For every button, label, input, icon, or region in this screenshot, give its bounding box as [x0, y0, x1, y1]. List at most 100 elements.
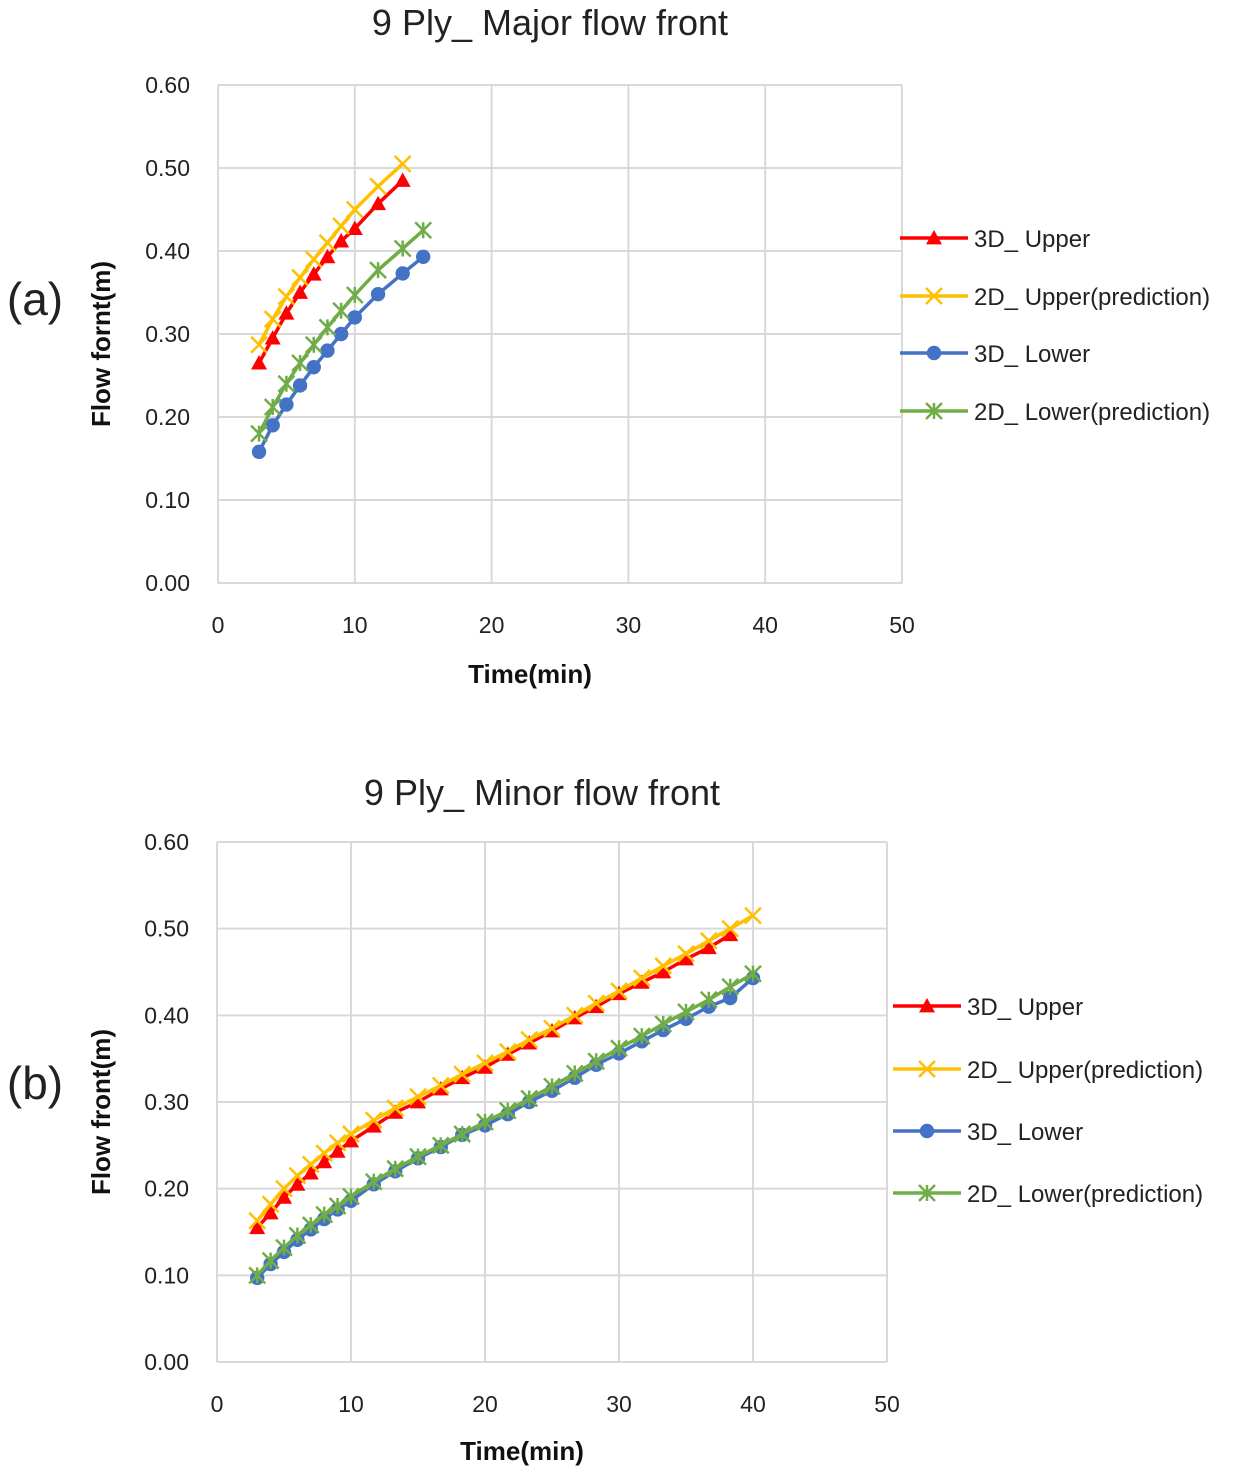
triangle-marker [278, 305, 295, 320]
star-marker [476, 1113, 494, 1131]
triangle-marker [633, 974, 650, 989]
x-marker [261, 1195, 280, 1214]
triangle-marker [346, 220, 363, 235]
series-2d-lower-prediction- [250, 221, 433, 443]
triangle-marker [302, 1165, 319, 1180]
x-marker [304, 250, 323, 269]
x-axis-title: Time(min) [460, 1436, 584, 1466]
star-marker [543, 1077, 561, 1096]
x-tick-label: 10 [338, 1391, 364, 1417]
legend-item: 3D_ Upper [900, 226, 1090, 253]
star-marker [393, 239, 412, 258]
y-tick-label: 0.00 [144, 1349, 189, 1375]
triangle-marker [410, 1094, 426, 1109]
x-marker [393, 154, 412, 173]
x-marker [610, 982, 628, 1000]
x-marker [453, 1065, 472, 1084]
triangle-marker [264, 330, 281, 345]
circle-marker [306, 360, 321, 375]
legend-item: 2D_ Upper(prediction) [900, 284, 1210, 311]
star-marker [925, 402, 943, 420]
triangle-marker [432, 1081, 449, 1096]
triangle-marker [251, 355, 268, 370]
y-tick-label: 0.10 [145, 487, 190, 513]
legend-label: 2D_ Lower(prediction) [967, 1181, 1203, 1208]
star-marker [414, 221, 433, 240]
series-2d-upper-prediction- [248, 906, 762, 1230]
x-marker [315, 1144, 334, 1163]
star-marker [632, 1027, 651, 1046]
star-marker [301, 1216, 320, 1234]
star-marker [721, 977, 740, 996]
circle-marker [333, 326, 349, 342]
circle-marker [395, 266, 410, 281]
x-tick-label: 0 [211, 1391, 224, 1417]
panel-label: (b) [7, 1057, 63, 1109]
legend-label: 3D_ Lower [967, 1119, 1083, 1146]
triangle-marker [387, 1104, 404, 1119]
x-axis-title: Time(min) [468, 659, 592, 689]
y-tick-label: 0.30 [145, 321, 190, 347]
circle-marker [416, 249, 431, 265]
star-marker [291, 354, 309, 372]
triangle-marker [276, 1189, 292, 1204]
triangle-marker [249, 1219, 266, 1235]
triangle-marker [262, 1204, 279, 1220]
circle-marker [251, 444, 267, 460]
x-marker [918, 1060, 936, 1078]
x-marker [699, 931, 718, 950]
triangle-marker [365, 1118, 382, 1133]
legend-item: 2D_ Upper(prediction) [893, 1057, 1203, 1084]
triangle-marker [700, 939, 717, 955]
star-marker [699, 990, 718, 1009]
star-marker [345, 286, 364, 304]
series-3d-upper [251, 172, 411, 370]
triangle-marker [305, 266, 322, 281]
legend-item: 2D_ Lower(prediction) [900, 399, 1210, 426]
triangle-marker [926, 230, 942, 245]
x-marker [248, 1211, 267, 1230]
x-tick-label: 50 [874, 1391, 900, 1417]
x-marker [342, 1125, 360, 1143]
series-2d-upper-prediction- [250, 154, 412, 354]
x-marker [364, 1111, 383, 1130]
x-tick-label: 40 [740, 1391, 766, 1417]
x-marker [587, 994, 606, 1013]
star-marker [386, 1159, 405, 1178]
triangle-marker [477, 1059, 493, 1074]
y-tick-label: 0.40 [144, 1002, 189, 1028]
star-marker [288, 1226, 307, 1245]
chart-title: 9 Ply_ Major flow front [372, 2, 728, 43]
x-marker [632, 969, 651, 987]
y-tick-label: 0.50 [144, 916, 189, 942]
triangle-marker [292, 284, 309, 299]
x-tick-label: 50 [889, 612, 915, 638]
legend-label: 2D_ Upper(prediction) [974, 284, 1210, 311]
legend-label: 3D_ Upper [967, 994, 1083, 1021]
x-tick-label: 20 [479, 612, 505, 638]
series-2d-lower-prediction- [248, 964, 762, 1285]
triangle-marker [919, 998, 935, 1013]
triangle-marker [454, 1069, 471, 1085]
star-marker [744, 964, 762, 983]
star-marker [369, 261, 387, 279]
x-tick-label: 30 [606, 1391, 632, 1417]
x-marker [409, 1087, 427, 1106]
legend-label: 2D_ Lower(prediction) [974, 399, 1210, 426]
triangle-marker [333, 233, 350, 248]
x-marker [744, 906, 762, 925]
triangle-marker [329, 1143, 346, 1158]
star-marker [431, 1136, 450, 1155]
star-marker [328, 1197, 347, 1215]
y-axis-title: Flow fornt(m) [86, 261, 116, 427]
star-marker [318, 318, 337, 337]
legend-label: 2D_ Upper(prediction) [967, 1057, 1203, 1084]
star-marker [277, 374, 296, 393]
legend-item: 3D_ Lower [900, 341, 1090, 368]
triangle-marker [289, 1176, 306, 1191]
triangle-marker [319, 248, 336, 264]
star-marker [520, 1089, 539, 1108]
circle-marker [347, 310, 362, 325]
x-marker [925, 287, 943, 305]
